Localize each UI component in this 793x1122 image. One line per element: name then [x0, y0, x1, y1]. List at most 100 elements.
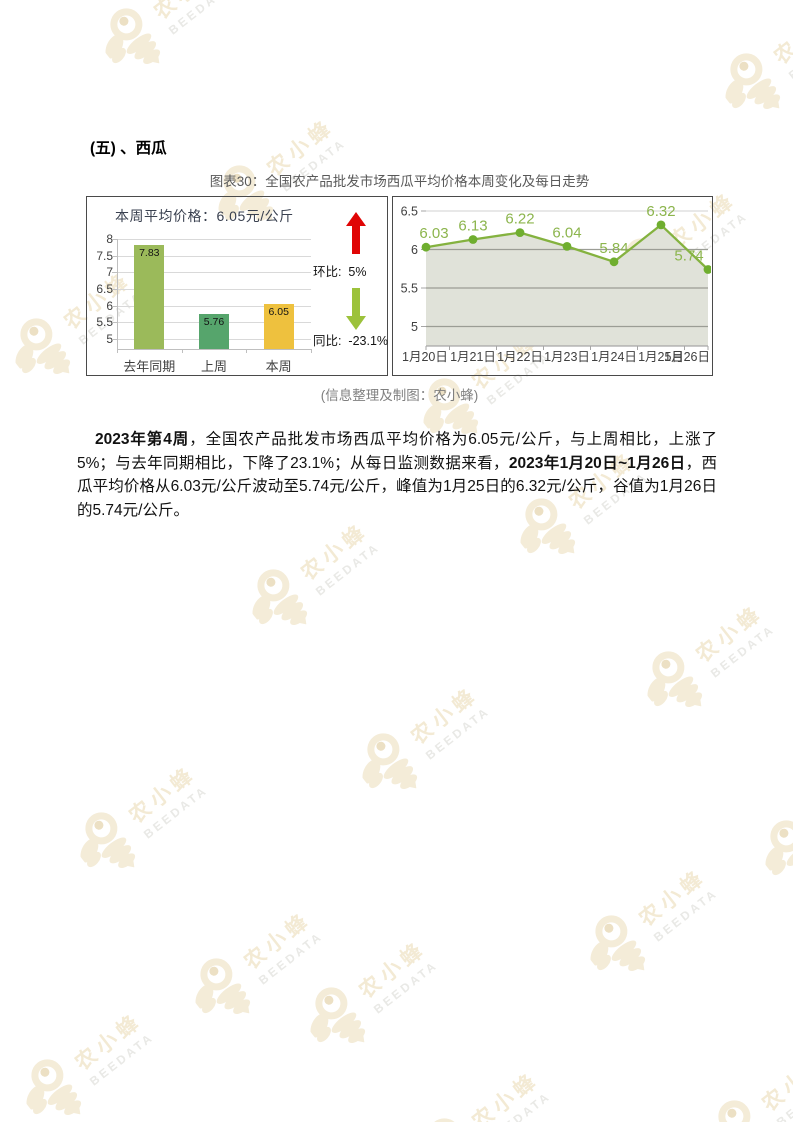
watermark-brand-en: BEEDATA [86, 1029, 157, 1089]
bee-logo-icon [15, 318, 71, 375]
x-axis-tick [311, 349, 312, 353]
watermark-brand-cn: 农小蜂 [124, 761, 201, 828]
watermark-brand-cn: 农小蜂 [691, 600, 768, 667]
bar-value-label: 7.83 [139, 246, 160, 259]
bee-logo-icon [765, 820, 793, 876]
data-point [421, 242, 431, 252]
watermark-brand-cn: 农小蜂 [769, 2, 793, 69]
bar-value-label: 5.76 [203, 315, 225, 328]
bar-value-label: 6.05 [268, 306, 289, 318]
watermark-brand-en: BEEDATA [707, 621, 778, 681]
section-heading: (五) 、西瓜 [90, 140, 167, 157]
watermark-brand-en: BEEDATA [255, 928, 326, 988]
y-axis-tick-label: 7.5 [96, 248, 113, 263]
paragraph-text: ，西瓜平均价格从6.03元/公斤波动至5.74元/公斤，峰值为1月25日的6.3… [77, 454, 717, 519]
y-axis-tick-label: 5.5 [401, 282, 418, 296]
watermark-brand-cn: 农小蜂 [406, 682, 483, 749]
bee-logo-icon [428, 1118, 461, 1122]
body-paragraph: 2023年第4周，全国农产品批发市场西瓜平均价格为6.05元/公斤，与上周相比，… [77, 428, 717, 522]
y-axis-tick [112, 255, 117, 257]
watermark-brand-en: BEEDATA [773, 1070, 793, 1122]
indicator-label: 环比: 5% [313, 265, 367, 279]
y-axis-tick-label: 6 [411, 243, 418, 257]
y-axis-tick [112, 272, 117, 274]
watermark-brand-en: BEEDATA [312, 539, 383, 599]
y-axis-tick-label: 5 [106, 332, 113, 346]
y-axis-tick [112, 305, 117, 307]
data-point-label: 6.04 [552, 224, 581, 241]
indicator-label: 同比: -23.1% [313, 334, 389, 348]
y-axis-tick [112, 289, 117, 290]
bee-logo-icon [26, 1059, 82, 1116]
data-point-label: 5.74 [674, 248, 703, 265]
bee-logo-icon [362, 733, 418, 790]
bar-2 [263, 304, 294, 349]
bee-logo-icon [80, 812, 136, 869]
y-axis-tick-label: 8 [106, 232, 113, 246]
line-chart-panel: 6.5 6 5.5 5 6.03 6.13 6.22 6.04 5.84 6.32 5.74 1月20… [392, 196, 713, 376]
bold-week-range: 2023年第4周 [95, 431, 190, 448]
watermark-brand-cn: 农小蜂 [239, 907, 316, 974]
x-axis-tick-label: 1月25日 [638, 350, 684, 364]
gridline [117, 255, 311, 257]
watermark-brand-cn: 农小蜂 [757, 1049, 793, 1116]
bee-logo-icon [310, 987, 366, 1044]
bee-logo-icon [718, 1100, 751, 1122]
gridline [117, 239, 311, 240]
x-axis-tick-label: 1月21日 [450, 350, 496, 364]
y-axis-tick [112, 339, 117, 340]
x-category-label: 上周 [200, 359, 227, 374]
y-axis-tick-label: 5 [411, 320, 418, 334]
bold-date-range: 2023年1月20日~1月26日 [508, 454, 686, 472]
data-point [609, 257, 619, 267]
x-category-label: 本周 [265, 359, 292, 374]
bar-chart-plot: 8 7.5 7 6.5 6 5.5 5 7.83 去年同期 5.76 上周 6.05 本周 [87, 197, 387, 375]
x-axis-tick-label: 1月20日 [402, 350, 448, 364]
data-point [515, 228, 525, 237]
gridline [117, 305, 311, 307]
figure-caption: (信息整理及制图：农小蜂) [320, 388, 479, 403]
y-axis-tick [112, 322, 117, 324]
figure-title: 图表30：全国农产品批发市场西瓜平均价格本周变化及每日走势 [209, 174, 590, 189]
data-point [703, 265, 713, 274]
watermark-brand-en: BEEDATA [165, 0, 236, 38]
watermark-brand-en: BEEDATA [483, 1088, 554, 1122]
bar-0 [134, 244, 165, 349]
data-point-label: 5.84 [599, 240, 628, 257]
bee-logo-icon [105, 8, 161, 65]
x-axis-tick-label: 1月26日 [664, 350, 710, 364]
y-axis-tick-label: 6.5 [96, 282, 113, 296]
bee-logo-icon [195, 958, 251, 1015]
watermark-brand-cn: 农小蜂 [634, 864, 711, 931]
watermark-brand-cn: 农小蜂 [147, 0, 227, 25]
bar-chart-panel: 本周平均价格：6.05元/公斤 8 7.5 7 6.5 6 5.5 5 7.83 去年同期 5.7… [86, 196, 388, 376]
watermark-brand-cn: 农小蜂 [467, 1067, 544, 1122]
data-point [562, 242, 572, 251]
bee-logo-icon [590, 915, 646, 972]
y-axis-tick-label: 6.5 [401, 205, 418, 219]
data-point [656, 220, 666, 230]
watermark-brand-en: BEEDATA [650, 885, 721, 945]
y-axis-tick-label: 7 [106, 265, 113, 280]
x-axis-tick-label: 1月24日 [591, 350, 637, 364]
y-axis-tick-label: 5.5 [96, 315, 113, 330]
x-axis-tick-label: 1月23日 [544, 350, 590, 364]
